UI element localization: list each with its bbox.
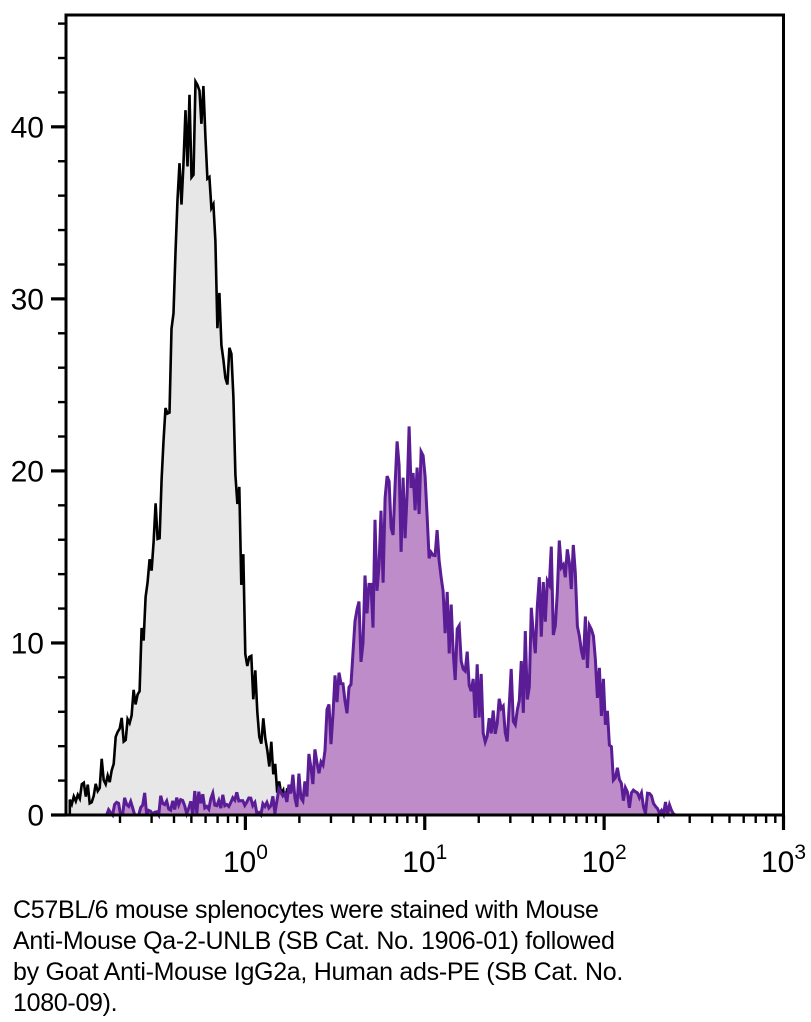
qa-2-pe-stained-line — [102, 426, 677, 820]
x-tick-label: 100 — [223, 841, 268, 879]
caption-line: 1080-09). — [13, 989, 118, 1017]
y-tick-label: 20 — [11, 455, 44, 488]
axis-ticks — [51, 22, 786, 830]
x-tick-label: 102 — [582, 841, 627, 879]
axis-tick-labels: 0 10 20 30 40 100 101 102 103 — [11, 111, 806, 879]
x-tick-label: 103 — [761, 841, 806, 879]
histogram-series-layer — [68, 76, 677, 820]
y-tick-label: 0 — [27, 800, 44, 833]
y-tick-label: 40 — [11, 111, 44, 144]
caption-line: Anti-Mouse Qa-2-UNLB (SB Cat. No. 1906-0… — [13, 927, 615, 955]
unstained-control-line — [68, 76, 304, 817]
unstained-control-fill — [69, 81, 304, 816]
qa-2-pe-stained-fill — [102, 426, 676, 815]
caption-line: by Goat Anti-Mouse IgG2a, Human ads-PE (… — [13, 958, 623, 986]
x-tick-label: 101 — [402, 841, 447, 879]
y-tick-label: 30 — [11, 283, 44, 316]
figure-caption: C57BL/6 mouse splenocytes were stained w… — [13, 895, 793, 1019]
histogram-plot: 0 10 20 30 40 100 101 102 103 — [11, 13, 806, 879]
caption-line: C57BL/6 mouse splenocytes were stained w… — [13, 896, 599, 924]
y-tick-label: 10 — [11, 627, 44, 660]
